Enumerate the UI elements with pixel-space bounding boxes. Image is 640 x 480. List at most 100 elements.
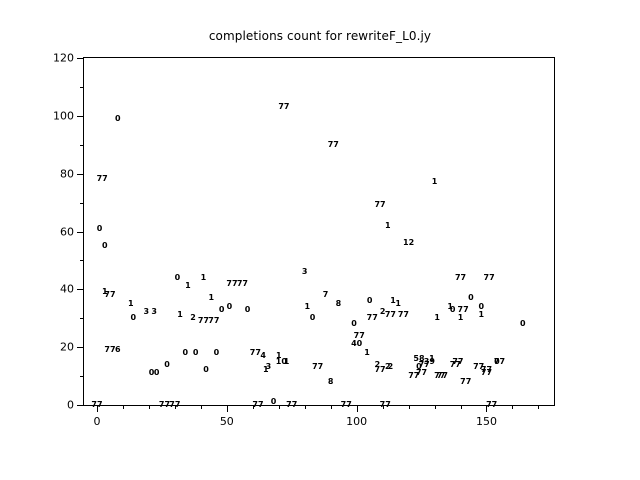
data-point-label: 3 <box>265 362 272 372</box>
data-point-label: 77 <box>374 365 386 375</box>
data-point-label: 77 <box>486 400 498 409</box>
y-tick-major <box>77 115 84 117</box>
y-tick-minor <box>80 144 84 146</box>
data-point-label: 2 <box>374 359 381 369</box>
y-tick-label: 40 <box>60 282 74 296</box>
data-point-label: 0 <box>244 304 251 314</box>
data-point-label: 0 <box>366 295 373 305</box>
y-tick-major <box>77 58 84 59</box>
data-point-label: 3 <box>143 307 150 317</box>
data-point-label: 2 <box>190 313 196 323</box>
data-point-label: 0 <box>174 272 181 282</box>
data-point-label: 77 <box>397 310 409 320</box>
x-tick-label: 50 <box>219 415 234 428</box>
x-tick-minor <box>538 405 540 409</box>
data-point-label: 1 <box>101 287 108 297</box>
data-point-label: 6 <box>114 345 121 355</box>
data-point-label: 77 <box>408 371 420 381</box>
x-tick-minor <box>200 405 202 409</box>
x-tick-minor <box>122 405 124 409</box>
y-tick-minor <box>80 376 84 378</box>
y-tick-label: 0 <box>67 398 74 412</box>
data-point-label: 77 <box>104 290 116 300</box>
data-point-label: 0 <box>270 397 277 407</box>
y-tick-major <box>77 173 84 175</box>
data-point-label: 0 <box>449 304 456 314</box>
data-point-label: 2 <box>387 362 394 372</box>
data-point-label: 1 <box>457 313 464 323</box>
data-point-label: 77 <box>449 359 461 369</box>
data-point-label: 0 <box>101 240 108 250</box>
x-tick-major <box>96 405 98 412</box>
x-tick-minor <box>382 405 384 409</box>
chart-title: completions count for rewriteF_L0.jy <box>208 29 432 43</box>
x-tick-minor <box>148 405 150 409</box>
data-point-label: 77 <box>104 345 116 355</box>
x-tick-minor <box>304 405 306 409</box>
data-point-label: 77 <box>384 310 396 320</box>
data-point-label: 1 <box>429 353 435 363</box>
x-tick-minor <box>460 405 462 409</box>
data-point-label: 0 <box>416 362 422 372</box>
data-point-label: 1 <box>127 298 134 308</box>
y-tick-major <box>77 347 84 349</box>
x-tick-minor <box>330 405 332 409</box>
y-tick-major <box>77 289 84 291</box>
data-point-label: 77 <box>158 400 171 409</box>
data-point-label: 77 <box>278 102 290 112</box>
x-tick-minor <box>252 405 254 409</box>
data-point-label: 77 <box>379 400 391 409</box>
data-point-label: 77 <box>366 313 378 323</box>
data-point-label: 0 <box>351 319 357 329</box>
x-tick-label: 100 <box>346 415 368 428</box>
y-tick-label: 20 <box>60 340 74 354</box>
y-tick-minor <box>80 318 84 320</box>
data-point-label: 58 <box>413 353 425 363</box>
data-point-label: 77 <box>340 400 352 409</box>
data-point-label: 0 <box>478 301 485 311</box>
data-point-label: 1 <box>275 350 282 360</box>
data-point-label: 0 <box>468 293 474 302</box>
data-point-label: 1 <box>185 281 191 291</box>
data-point-label: 77 <box>197 316 210 326</box>
y-tick-minor <box>80 260 84 262</box>
data-point-label: 77 <box>493 356 506 366</box>
data-point-label: 77 <box>236 278 248 288</box>
data-point-label: 77 <box>169 400 181 409</box>
data-point-label: 77 <box>480 368 493 378</box>
data-point-label: 0 <box>192 347 199 357</box>
x-tick-label: 0 <box>93 415 101 428</box>
data-point-label: 0 <box>218 304 225 314</box>
y-tick-label: 100 <box>53 109 74 123</box>
data-point-label: 1 <box>304 301 311 311</box>
data-point-label: 1 <box>447 301 453 311</box>
data-point-label: 0 <box>203 365 209 375</box>
x-tick-minor <box>408 405 410 409</box>
data-point-label: 0 <box>114 113 121 123</box>
data-point-label: 8 <box>335 298 342 308</box>
data-point-label: 77 <box>454 272 467 282</box>
data-point-label: 77 <box>418 359 430 369</box>
y-tick-minor <box>80 86 84 88</box>
data-point-label: 0 <box>309 313 316 323</box>
x-tick-minor <box>278 405 280 409</box>
data-point-label: 77 <box>249 347 261 357</box>
data-point-label: 1 <box>208 293 215 302</box>
x-tick-major <box>356 405 358 412</box>
data-point-label: 1 <box>395 298 401 308</box>
data-point-label: 0 <box>164 359 170 369</box>
x-tick-label: 150 <box>475 415 497 428</box>
data-point-label: 1 <box>434 313 440 323</box>
data-point-label: 0 <box>494 356 500 366</box>
data-point-label: 4 <box>260 350 266 360</box>
y-tick-label: 120 <box>53 51 74 65</box>
data-point-label: 3 <box>151 307 157 317</box>
data-point-label: 39 <box>423 356 435 366</box>
data-point-label: 77 <box>286 400 298 409</box>
data-point-label: 77 <box>353 330 365 340</box>
data-point-label: 77 <box>415 368 428 378</box>
x-tick-major <box>226 405 228 412</box>
y-tick-label: 60 <box>60 225 74 238</box>
data-point-label: 1 <box>283 356 290 366</box>
